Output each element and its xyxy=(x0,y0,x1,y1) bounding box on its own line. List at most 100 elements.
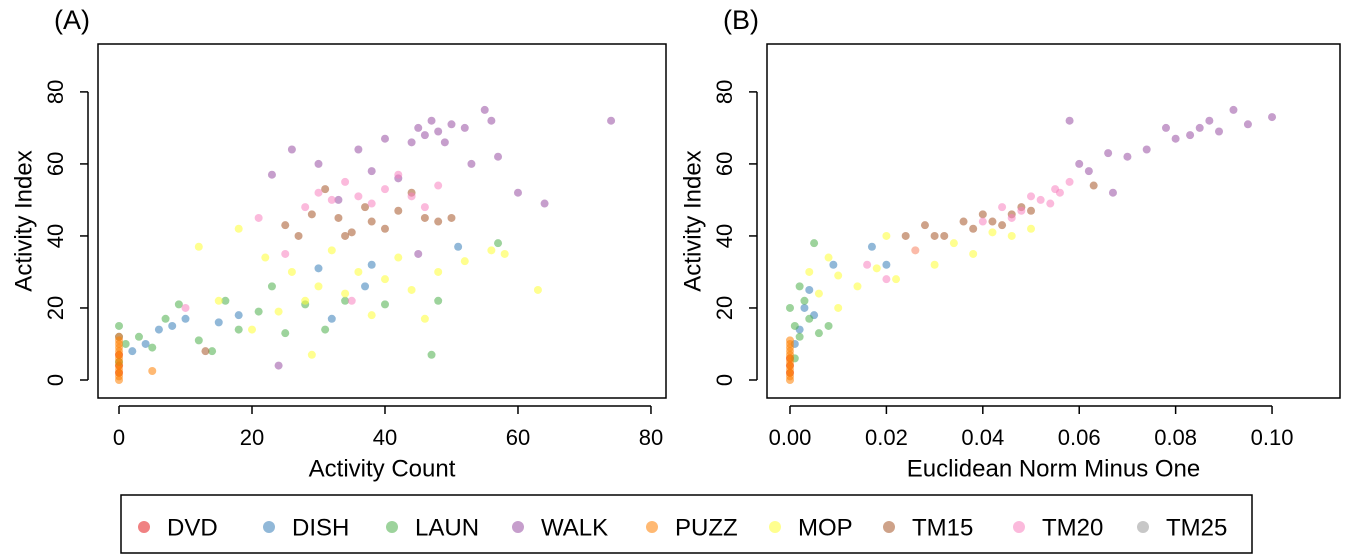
legend-marker xyxy=(883,521,895,533)
point xyxy=(307,350,316,359)
point xyxy=(978,210,987,219)
point xyxy=(254,213,263,222)
point xyxy=(513,188,522,197)
point xyxy=(420,203,429,212)
point xyxy=(194,336,203,345)
point xyxy=(1229,105,1238,114)
point xyxy=(434,217,443,226)
point xyxy=(347,228,356,237)
point xyxy=(327,314,336,323)
point xyxy=(121,339,130,348)
point xyxy=(420,314,429,323)
point xyxy=(154,325,163,334)
point xyxy=(1027,192,1036,201)
point xyxy=(805,267,814,276)
y-tick-label: 80 xyxy=(712,80,737,104)
point xyxy=(427,350,436,359)
point xyxy=(327,246,336,255)
point xyxy=(380,275,389,284)
point xyxy=(824,253,833,262)
point xyxy=(969,224,978,233)
point xyxy=(367,199,376,208)
x-axis-label: Euclidean Norm Minus One xyxy=(907,455,1200,482)
point xyxy=(930,231,939,240)
point xyxy=(168,321,177,330)
y-tick-label: 40 xyxy=(712,224,737,248)
point xyxy=(361,203,370,212)
point xyxy=(795,282,804,291)
y-tick-label: 20 xyxy=(712,296,737,320)
point xyxy=(480,105,489,114)
legend-label: TM25 xyxy=(1166,514,1227,541)
point xyxy=(281,221,290,230)
point xyxy=(998,221,1007,230)
point xyxy=(1142,145,1151,154)
y-tick-label: 60 xyxy=(43,152,68,176)
point xyxy=(1243,120,1252,129)
point xyxy=(814,329,823,338)
y-tick-label: 0 xyxy=(712,374,737,386)
y-axis-label: Activity Index xyxy=(679,150,706,291)
point xyxy=(347,296,356,305)
point xyxy=(267,282,276,291)
legend-marker xyxy=(1013,521,1025,533)
point xyxy=(354,192,363,201)
point xyxy=(314,159,323,168)
point xyxy=(234,311,243,320)
point xyxy=(988,217,997,226)
point xyxy=(261,253,270,262)
point xyxy=(234,325,243,334)
point xyxy=(1036,195,1045,204)
legend-marker xyxy=(386,521,398,533)
point xyxy=(978,217,987,226)
point xyxy=(1007,213,1016,222)
point xyxy=(287,267,296,276)
point xyxy=(487,116,496,125)
x-tick-label: 40 xyxy=(373,425,397,450)
point xyxy=(420,213,429,222)
legend-label: WALK xyxy=(541,514,608,541)
point xyxy=(795,332,804,341)
point xyxy=(810,239,819,248)
point xyxy=(420,131,429,140)
point xyxy=(367,311,376,320)
point xyxy=(267,170,276,179)
legend-marker xyxy=(769,521,781,533)
x-axis-label: Activity Count xyxy=(309,455,456,482)
y-tick-label: 40 xyxy=(43,224,68,248)
point xyxy=(911,246,920,255)
point xyxy=(1104,149,1113,158)
point xyxy=(494,152,503,161)
point xyxy=(1007,231,1016,240)
point xyxy=(341,289,350,298)
panel-title: (A) xyxy=(54,5,90,35)
point xyxy=(1046,199,1055,208)
point xyxy=(407,192,416,201)
point xyxy=(148,343,157,352)
point xyxy=(460,123,469,132)
point xyxy=(440,138,449,147)
point xyxy=(998,203,1007,212)
x-tick-label: 0 xyxy=(113,425,125,450)
point xyxy=(341,177,350,186)
point xyxy=(1205,116,1214,125)
point xyxy=(334,195,343,204)
y-axis-label: Activity Index xyxy=(10,150,37,291)
point xyxy=(194,242,203,251)
point xyxy=(341,296,350,305)
point xyxy=(949,239,958,248)
point xyxy=(181,303,190,312)
point xyxy=(201,347,210,356)
x-tick-label: 80 xyxy=(639,425,663,450)
y-tick-label: 80 xyxy=(43,80,68,104)
point xyxy=(872,264,881,273)
plot-box xyxy=(766,43,1341,399)
x-tick-label: 0.00 xyxy=(769,425,812,450)
point xyxy=(790,321,799,330)
point xyxy=(321,325,330,334)
point xyxy=(434,127,443,136)
point xyxy=(1027,206,1036,215)
point xyxy=(208,347,217,356)
point xyxy=(824,321,833,330)
point xyxy=(1215,127,1224,136)
